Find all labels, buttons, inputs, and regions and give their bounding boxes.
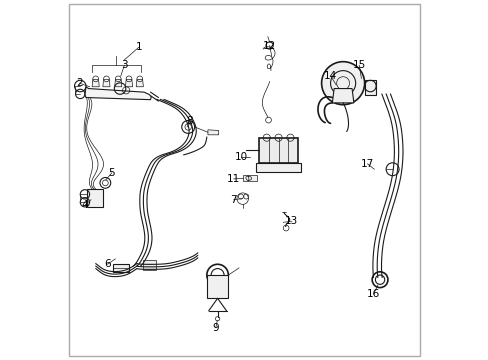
Text: 6: 6 bbox=[104, 259, 111, 269]
Bar bbox=[258, 138, 298, 163]
Text: 8: 8 bbox=[186, 116, 193, 126]
Text: 15: 15 bbox=[352, 60, 365, 70]
Polygon shape bbox=[125, 80, 132, 87]
Text: 12: 12 bbox=[263, 41, 276, 50]
Text: 10: 10 bbox=[234, 152, 247, 162]
Polygon shape bbox=[102, 80, 110, 87]
Text: 16: 16 bbox=[366, 289, 380, 299]
Text: 17: 17 bbox=[360, 159, 373, 169]
Polygon shape bbox=[87, 189, 102, 207]
Bar bbox=[242, 175, 257, 181]
Text: 7: 7 bbox=[230, 195, 237, 205]
Circle shape bbox=[321, 62, 364, 105]
Polygon shape bbox=[332, 89, 353, 103]
Text: 14: 14 bbox=[323, 71, 337, 81]
Text: 11: 11 bbox=[226, 174, 240, 184]
Polygon shape bbox=[115, 80, 122, 87]
Bar bbox=[206, 275, 228, 298]
Bar bbox=[364, 80, 375, 95]
Polygon shape bbox=[207, 130, 218, 135]
Text: 1: 1 bbox=[135, 42, 142, 52]
Polygon shape bbox=[142, 260, 156, 270]
Text: 5: 5 bbox=[108, 168, 115, 178]
Text: 13: 13 bbox=[285, 216, 298, 226]
Text: 4: 4 bbox=[81, 200, 88, 210]
Polygon shape bbox=[136, 80, 143, 87]
Bar bbox=[255, 163, 301, 172]
Polygon shape bbox=[92, 80, 99, 87]
Text: 2: 2 bbox=[76, 78, 82, 88]
Polygon shape bbox=[85, 87, 151, 100]
Polygon shape bbox=[113, 264, 128, 272]
Text: 9: 9 bbox=[212, 323, 219, 333]
Text: 3: 3 bbox=[121, 60, 127, 70]
